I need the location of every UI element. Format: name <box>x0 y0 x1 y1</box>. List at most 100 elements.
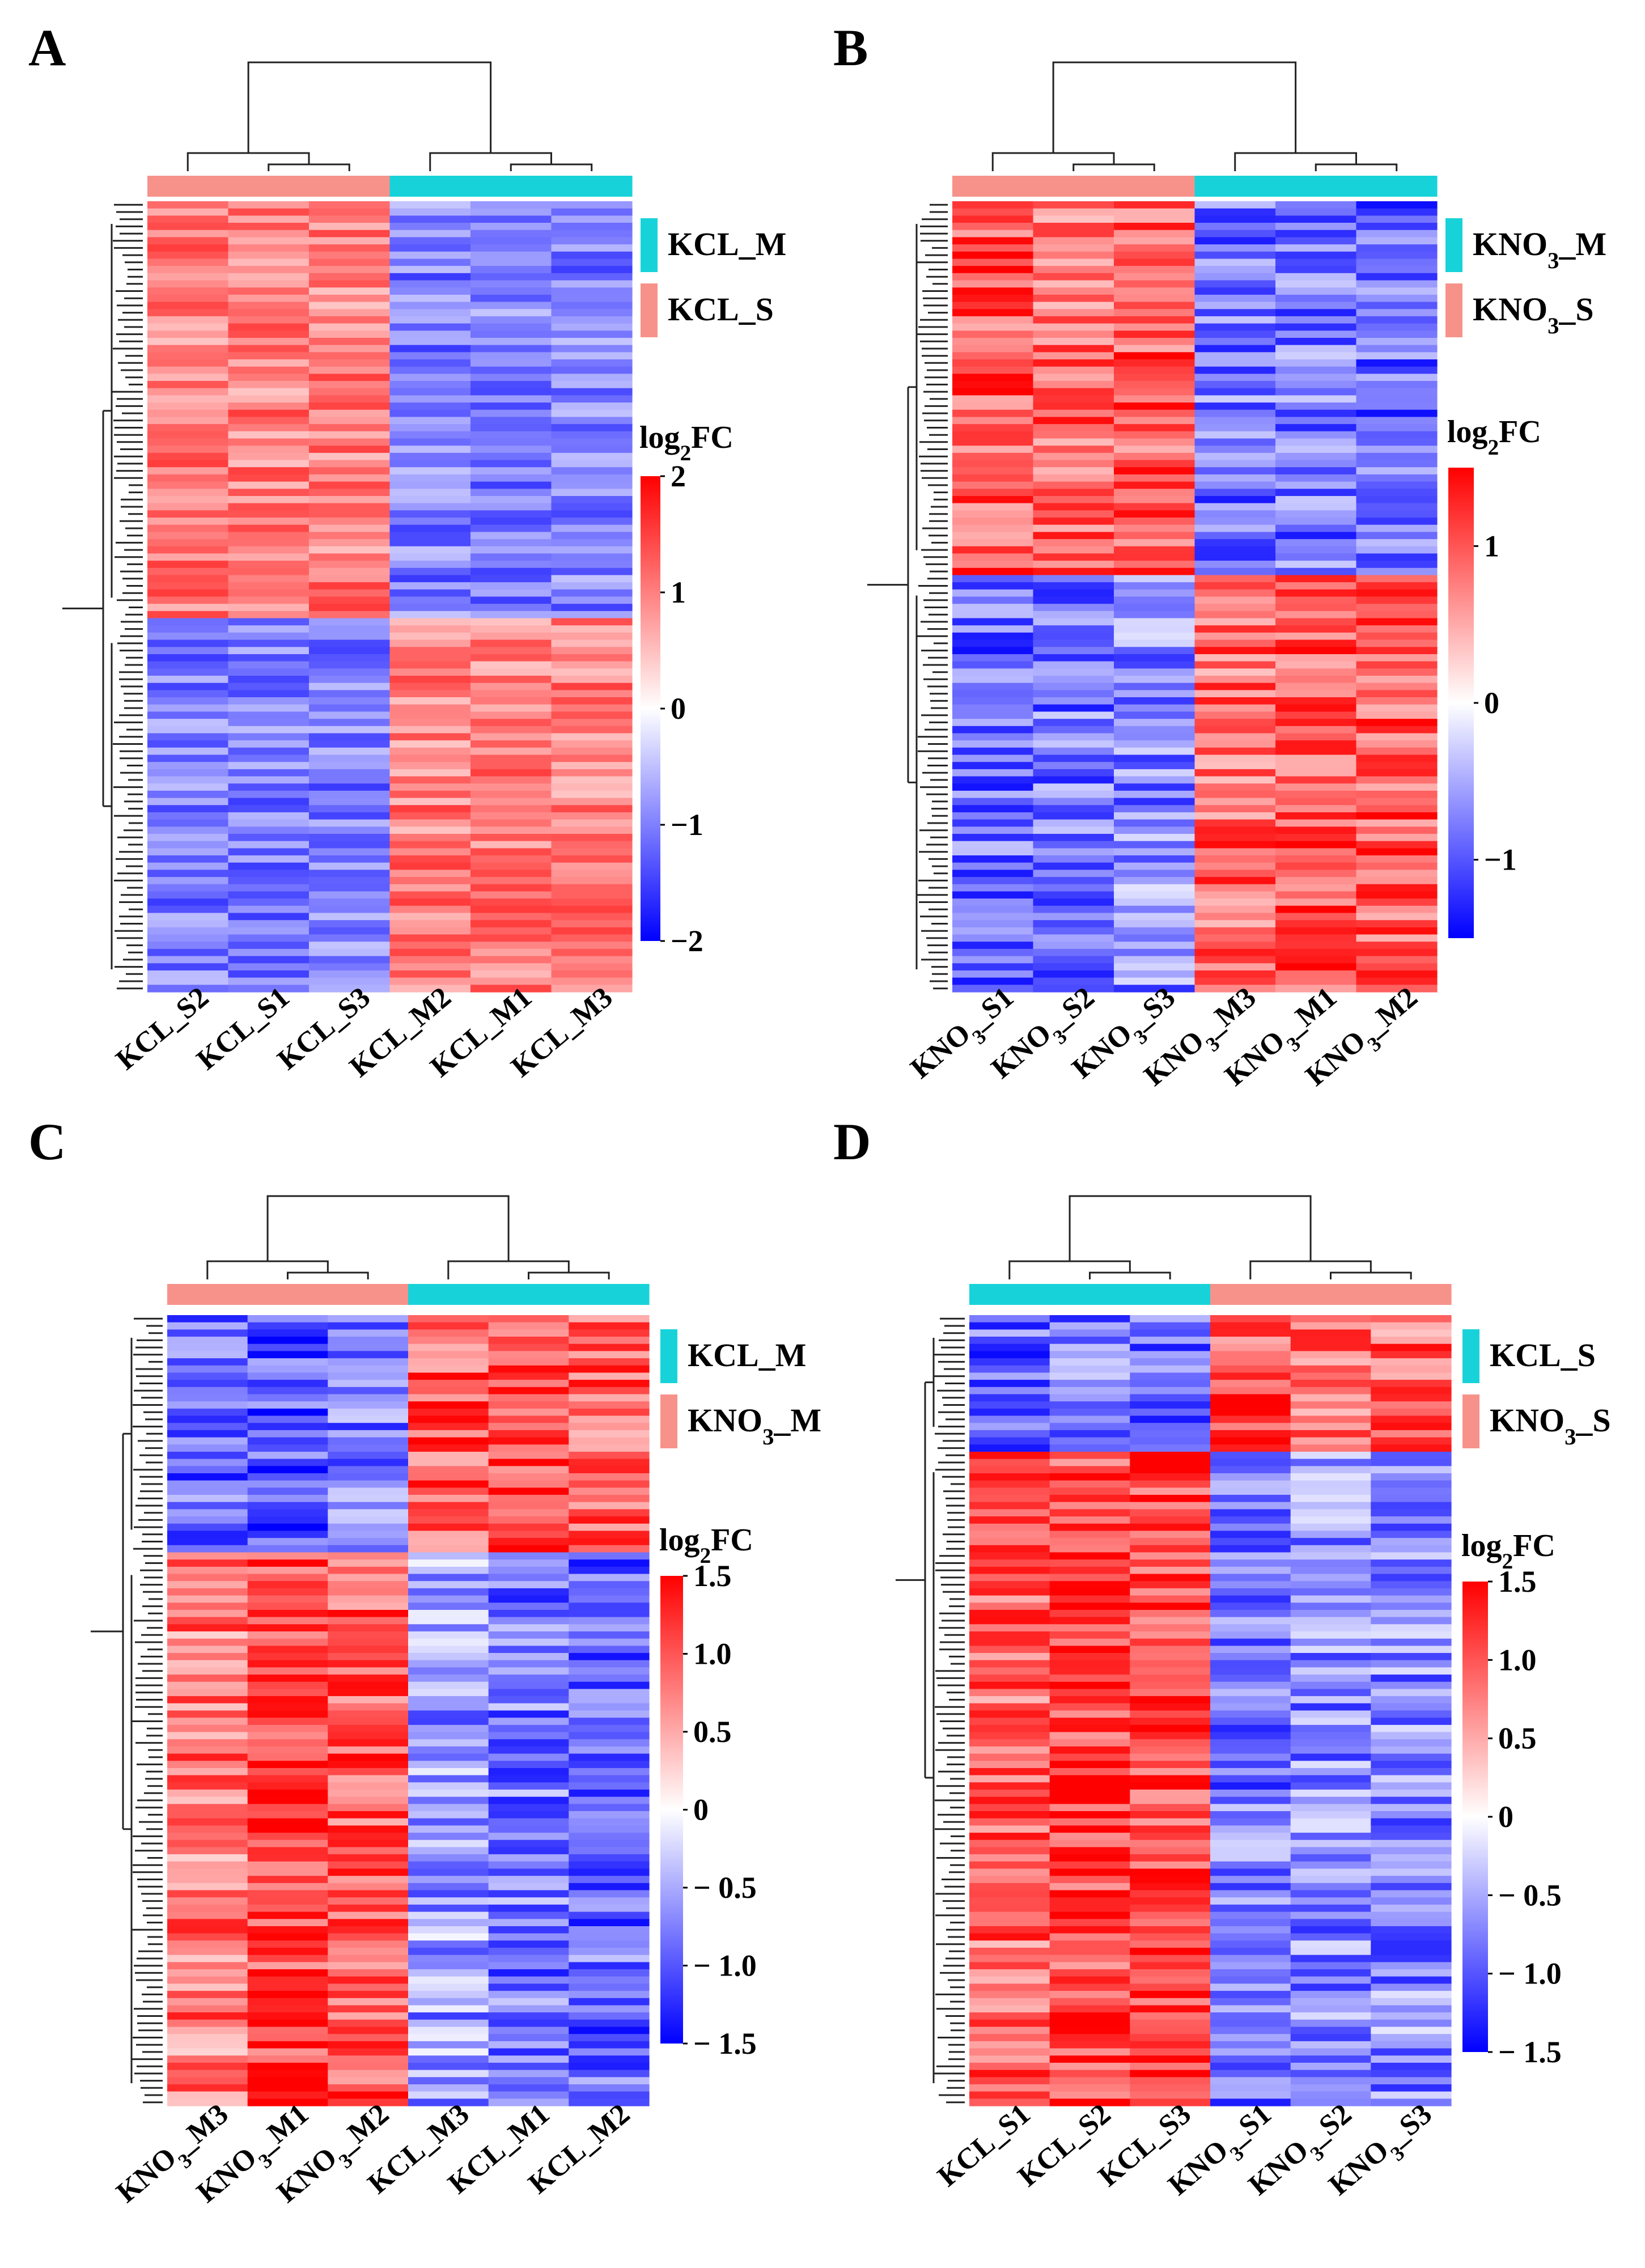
heatmap-cell <box>1194 302 1276 310</box>
heatmap-cell <box>147 266 229 274</box>
heatmap-cell <box>1049 1790 1130 1798</box>
heatmap-cell <box>1210 1775 1291 1783</box>
heatmap-cell <box>1356 862 1438 870</box>
heatmap-cell <box>1371 1631 1452 1639</box>
heatmap-cell <box>1210 1847 1291 1855</box>
heatmap-cell <box>952 244 1034 252</box>
heatmap-cell <box>328 1868 409 1876</box>
heatmap-cell <box>1114 805 1195 813</box>
heatmap-cell <box>1371 1753 1452 1761</box>
heatmap-cell <box>569 1538 650 1546</box>
heatmap-cell <box>1130 1746 1211 1754</box>
heatmap-cell <box>228 208 310 216</box>
heatmap-cell <box>1049 1718 1130 1726</box>
heatmap-cell <box>1130 1833 1211 1841</box>
heatmap-cell <box>952 481 1034 489</box>
heatmap-cell <box>1356 323 1438 331</box>
heatmap-cell <box>408 1452 489 1460</box>
heatmap-cell <box>1049 1315 1130 1323</box>
heatmap-cell <box>1275 258 1357 266</box>
heatmap-cell <box>247 1365 328 1373</box>
heatmap-cell <box>408 1940 489 1948</box>
heatmap-cell <box>1371 1581 1452 1589</box>
heatmap-cell <box>309 230 391 238</box>
heatmap-cell <box>470 402 552 410</box>
heatmap-cell <box>228 920 310 928</box>
group-annotation-cell <box>309 176 391 197</box>
heatmap-cell <box>969 1423 1050 1431</box>
heatmap-cell <box>551 834 633 842</box>
heatmap-cell <box>569 1581 650 1589</box>
heatmap-cell <box>389 711 471 719</box>
heatmap-cell <box>952 762 1034 770</box>
heatmap-cell <box>247 1948 328 1956</box>
heatmap-cell <box>551 266 633 274</box>
heatmap-cell <box>1210 1444 1291 1452</box>
heatmap-cell <box>309 510 391 518</box>
heatmap-cell <box>1290 2062 1371 2071</box>
heatmap-cell <box>1210 2077 1291 2085</box>
heatmap-cell <box>389 395 471 403</box>
heatmap-cell <box>1371 2077 1452 2085</box>
heatmap-cell <box>1049 1876 1130 1884</box>
heatmap-cell <box>328 1466 409 1474</box>
heatmap-cell <box>167 2077 248 2085</box>
heatmap-cell <box>1130 1689 1211 1697</box>
heatmap-cell <box>551 503 633 511</box>
heatmap-cell <box>1210 1588 1291 1596</box>
heatmap-cell <box>952 561 1034 569</box>
heatmap-cell <box>1194 927 1276 935</box>
heatmap-cell <box>1210 1674 1291 1682</box>
heatmap-cell <box>1275 704 1357 712</box>
heatmap-cell <box>1275 841 1357 849</box>
heatmap-cell <box>1033 345 1114 353</box>
heatmap-cell <box>1210 1430 1291 1438</box>
heatmap-cell <box>1290 1495 1371 1503</box>
heatmap-cell <box>1290 1452 1371 1460</box>
heatmap-cell <box>1194 942 1276 949</box>
heatmap-cell <box>488 1804 569 1812</box>
colorbar-tick-label: − 0.5 <box>693 1871 757 1905</box>
heatmap-cell <box>569 2027 650 2034</box>
heatmap-cell <box>1194 503 1276 511</box>
heatmap-cell <box>1130 1919 1211 1927</box>
heatmap-cell <box>1130 1890 1211 1898</box>
heatmap-cell <box>1033 374 1114 381</box>
heatmap-cell <box>952 532 1034 540</box>
heatmap-cell <box>1275 682 1357 690</box>
heatmap-cell <box>408 1782 489 1790</box>
heatmap-cell <box>551 251 633 260</box>
heatmap-cell <box>328 1415 409 1423</box>
heatmap-cell <box>1290 2012 1371 2020</box>
heatmap-cell <box>551 848 633 856</box>
heatmap-cell <box>147 733 229 741</box>
heatmap-cell <box>969 1991 1050 1999</box>
heatmap-cell <box>247 1710 328 1718</box>
heatmap-cell <box>1130 1674 1211 1682</box>
heatmap-cell <box>389 618 471 626</box>
heatmap-cell <box>1275 524 1357 532</box>
heatmap-cell <box>1290 2005 1371 2013</box>
heatmap-cell <box>408 1825 489 1833</box>
heatmap-cell <box>551 661 633 669</box>
heatmap-cell <box>1210 1911 1291 1919</box>
heatmap-cell <box>228 237 310 245</box>
heatmap-cell <box>1194 985 1276 993</box>
panel-letter: B <box>833 19 868 77</box>
heatmap-cell <box>328 1459 409 1466</box>
heatmap-cell <box>228 294 310 303</box>
heatmap-cell <box>167 1955 248 1962</box>
heatmap-cell <box>167 1768 248 1776</box>
heatmap-cell <box>228 927 310 935</box>
heatmap-cell <box>389 438 471 446</box>
heatmap-cell <box>147 338 229 346</box>
panel-letter: C <box>28 1113 66 1171</box>
heatmap-cell <box>408 1646 489 1654</box>
heatmap-cell <box>1194 518 1276 525</box>
heatmap-cell <box>147 309 229 317</box>
heatmap-cell <box>1194 330 1276 338</box>
heatmap-cell <box>1194 323 1276 331</box>
heatmap-cell <box>309 539 391 547</box>
heatmap-cell <box>167 1919 248 1927</box>
heatmap-cell <box>1371 1351 1452 1359</box>
